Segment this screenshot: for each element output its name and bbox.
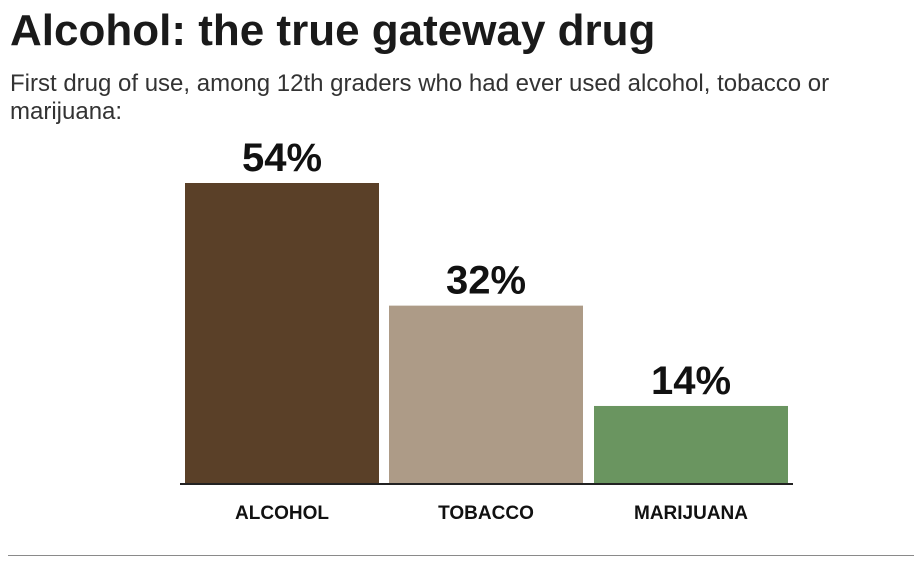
value-labels-group: 54% 32% 14% bbox=[242, 136, 731, 403]
bar-tobacco bbox=[389, 305, 583, 484]
bars-group bbox=[185, 183, 788, 484]
bar-alcohol bbox=[185, 183, 379, 484]
value-label-marijuana: 14% bbox=[651, 359, 731, 403]
bottom-divider bbox=[8, 555, 914, 556]
value-label-alcohol: 54% bbox=[242, 136, 322, 180]
chart-title: Alcohol: the true gateway drug bbox=[10, 6, 656, 55]
bar-marijuana bbox=[594, 405, 788, 484]
category-label-alcohol: ALCOHOL bbox=[235, 503, 329, 524]
category-labels-group: ALCOHOL TOBACCO MARIJUANA bbox=[235, 503, 748, 524]
chart-subtitle: First drug of use, among 12th graders wh… bbox=[10, 70, 830, 125]
value-label-tobacco: 32% bbox=[446, 259, 526, 303]
category-label-marijuana: MARIJUANA bbox=[634, 503, 748, 524]
category-label-tobacco: TOBACCO bbox=[438, 503, 534, 524]
